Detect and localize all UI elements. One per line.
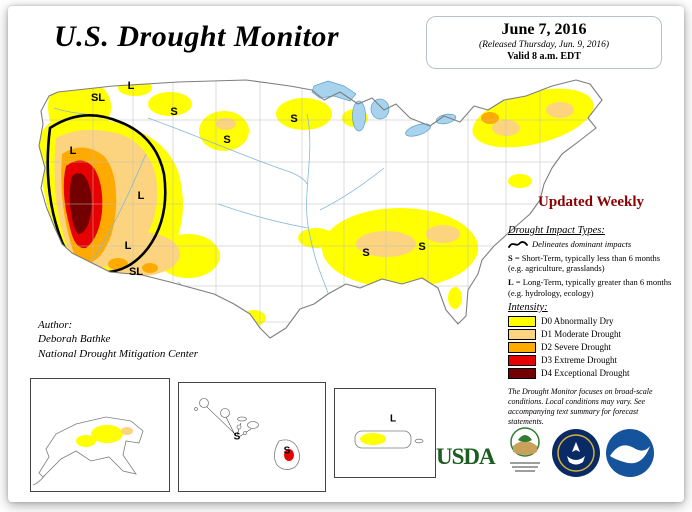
- release-note: (Released Thursday, Jun. 9, 2016): [478, 40, 610, 50]
- report-date: June 7, 2016: [501, 21, 587, 38]
- legend-row-d3: D3 Extreme Drought: [508, 354, 674, 366]
- agency-logos: USDA: [432, 424, 676, 490]
- disclaimer-text: The Drought Monitor focuses on broad-sca…: [508, 386, 653, 426]
- legend-row-d4: D4 Exceptional Drought: [508, 367, 674, 379]
- us-map-svg: [38, 79, 603, 339]
- author-block: Author: Deborah Bathke National Drought …: [38, 318, 198, 361]
- legend-panel: Updated Weekly Drought Impact Types: Del…: [508, 194, 674, 427]
- alaska-map: [32, 416, 144, 486]
- legend-label: D1 Moderate Drought: [541, 329, 621, 340]
- d1-swatch: [508, 328, 536, 340]
- short-term-text: = Short-Term, typically less than 6 mont…: [508, 253, 660, 274]
- short-term-prefix: S: [508, 253, 513, 263]
- legend-label: D0 Abnormally Dry: [541, 316, 614, 327]
- great-lakes: [311, 80, 457, 137]
- d4-exceptional-drought-regions: [69, 173, 92, 234]
- legend-label: D2 Severe Drought: [541, 342, 611, 353]
- long-term-prefix: L: [508, 277, 514, 288]
- noaa-logo: [606, 429, 654, 477]
- delineates-row: Delineates dominant impacts: [508, 239, 674, 249]
- short-term-definition: S = Short-Term, typically less than 6 mo…: [508, 253, 674, 273]
- legend-row-d0: D0 Abnormally Dry: [508, 315, 674, 327]
- valid-time: Valid 8 a.m. EDT: [507, 51, 581, 62]
- author-label: Author:: [38, 319, 73, 331]
- d2-swatch: [508, 341, 536, 353]
- legend-label: D4 Exceptional Drought: [541, 368, 630, 379]
- impact-boundary-icon: [508, 241, 528, 248]
- usda-logo: USDA: [436, 444, 496, 469]
- hawaii-map: [194, 398, 300, 470]
- d3-swatch: [508, 354, 536, 366]
- intensity-heading: Intensity:: [508, 301, 548, 313]
- ndmc-logo: [510, 427, 540, 472]
- long-term-definition: L = Long-Term, typically greater than 6 …: [508, 277, 674, 297]
- impact-boundary-line: [46, 113, 167, 274]
- puerto-rico-map: [354, 430, 424, 449]
- legend-row-d1: D1 Moderate Drought: [508, 328, 674, 340]
- legend-label: D3 Extreme Drought: [541, 355, 617, 366]
- us-outline: [38, 79, 603, 339]
- author-org: National Drought Mitigation Center: [38, 347, 199, 360]
- author-name: Deborah Bathke: [38, 333, 111, 346]
- long-term-text: = Long-Term, typically greater than 6 mo…: [508, 277, 672, 298]
- conus-map: SL L S S L L L SL S S S: [28, 76, 608, 388]
- page-title: U.S. Drought Monitor: [54, 20, 340, 53]
- updated-weekly-note: Updated Weekly: [538, 194, 644, 210]
- d4-swatch: [508, 367, 536, 379]
- puerto-rico-inset: L: [334, 388, 436, 478]
- delineates-label: Delineates dominant impacts: [532, 239, 632, 249]
- impact-types-heading: Drought Impact Types:: [508, 225, 605, 236]
- date-block: June 7, 2016 (Released Thursday, Jun. 9,…: [426, 16, 662, 69]
- d0-swatch: [508, 315, 536, 327]
- alaska-inset: [30, 378, 170, 492]
- legend-row-d2: D2 Severe Drought: [508, 341, 674, 353]
- dept-of-commerce-seal: [552, 429, 600, 477]
- intensity-legend: D0 Abnormally Dry D1 Moderate Drought D2 S…: [508, 315, 674, 379]
- drought-monitor-report: U.S. Drought Monitor June 7, 2016 (Relea…: [8, 6, 684, 502]
